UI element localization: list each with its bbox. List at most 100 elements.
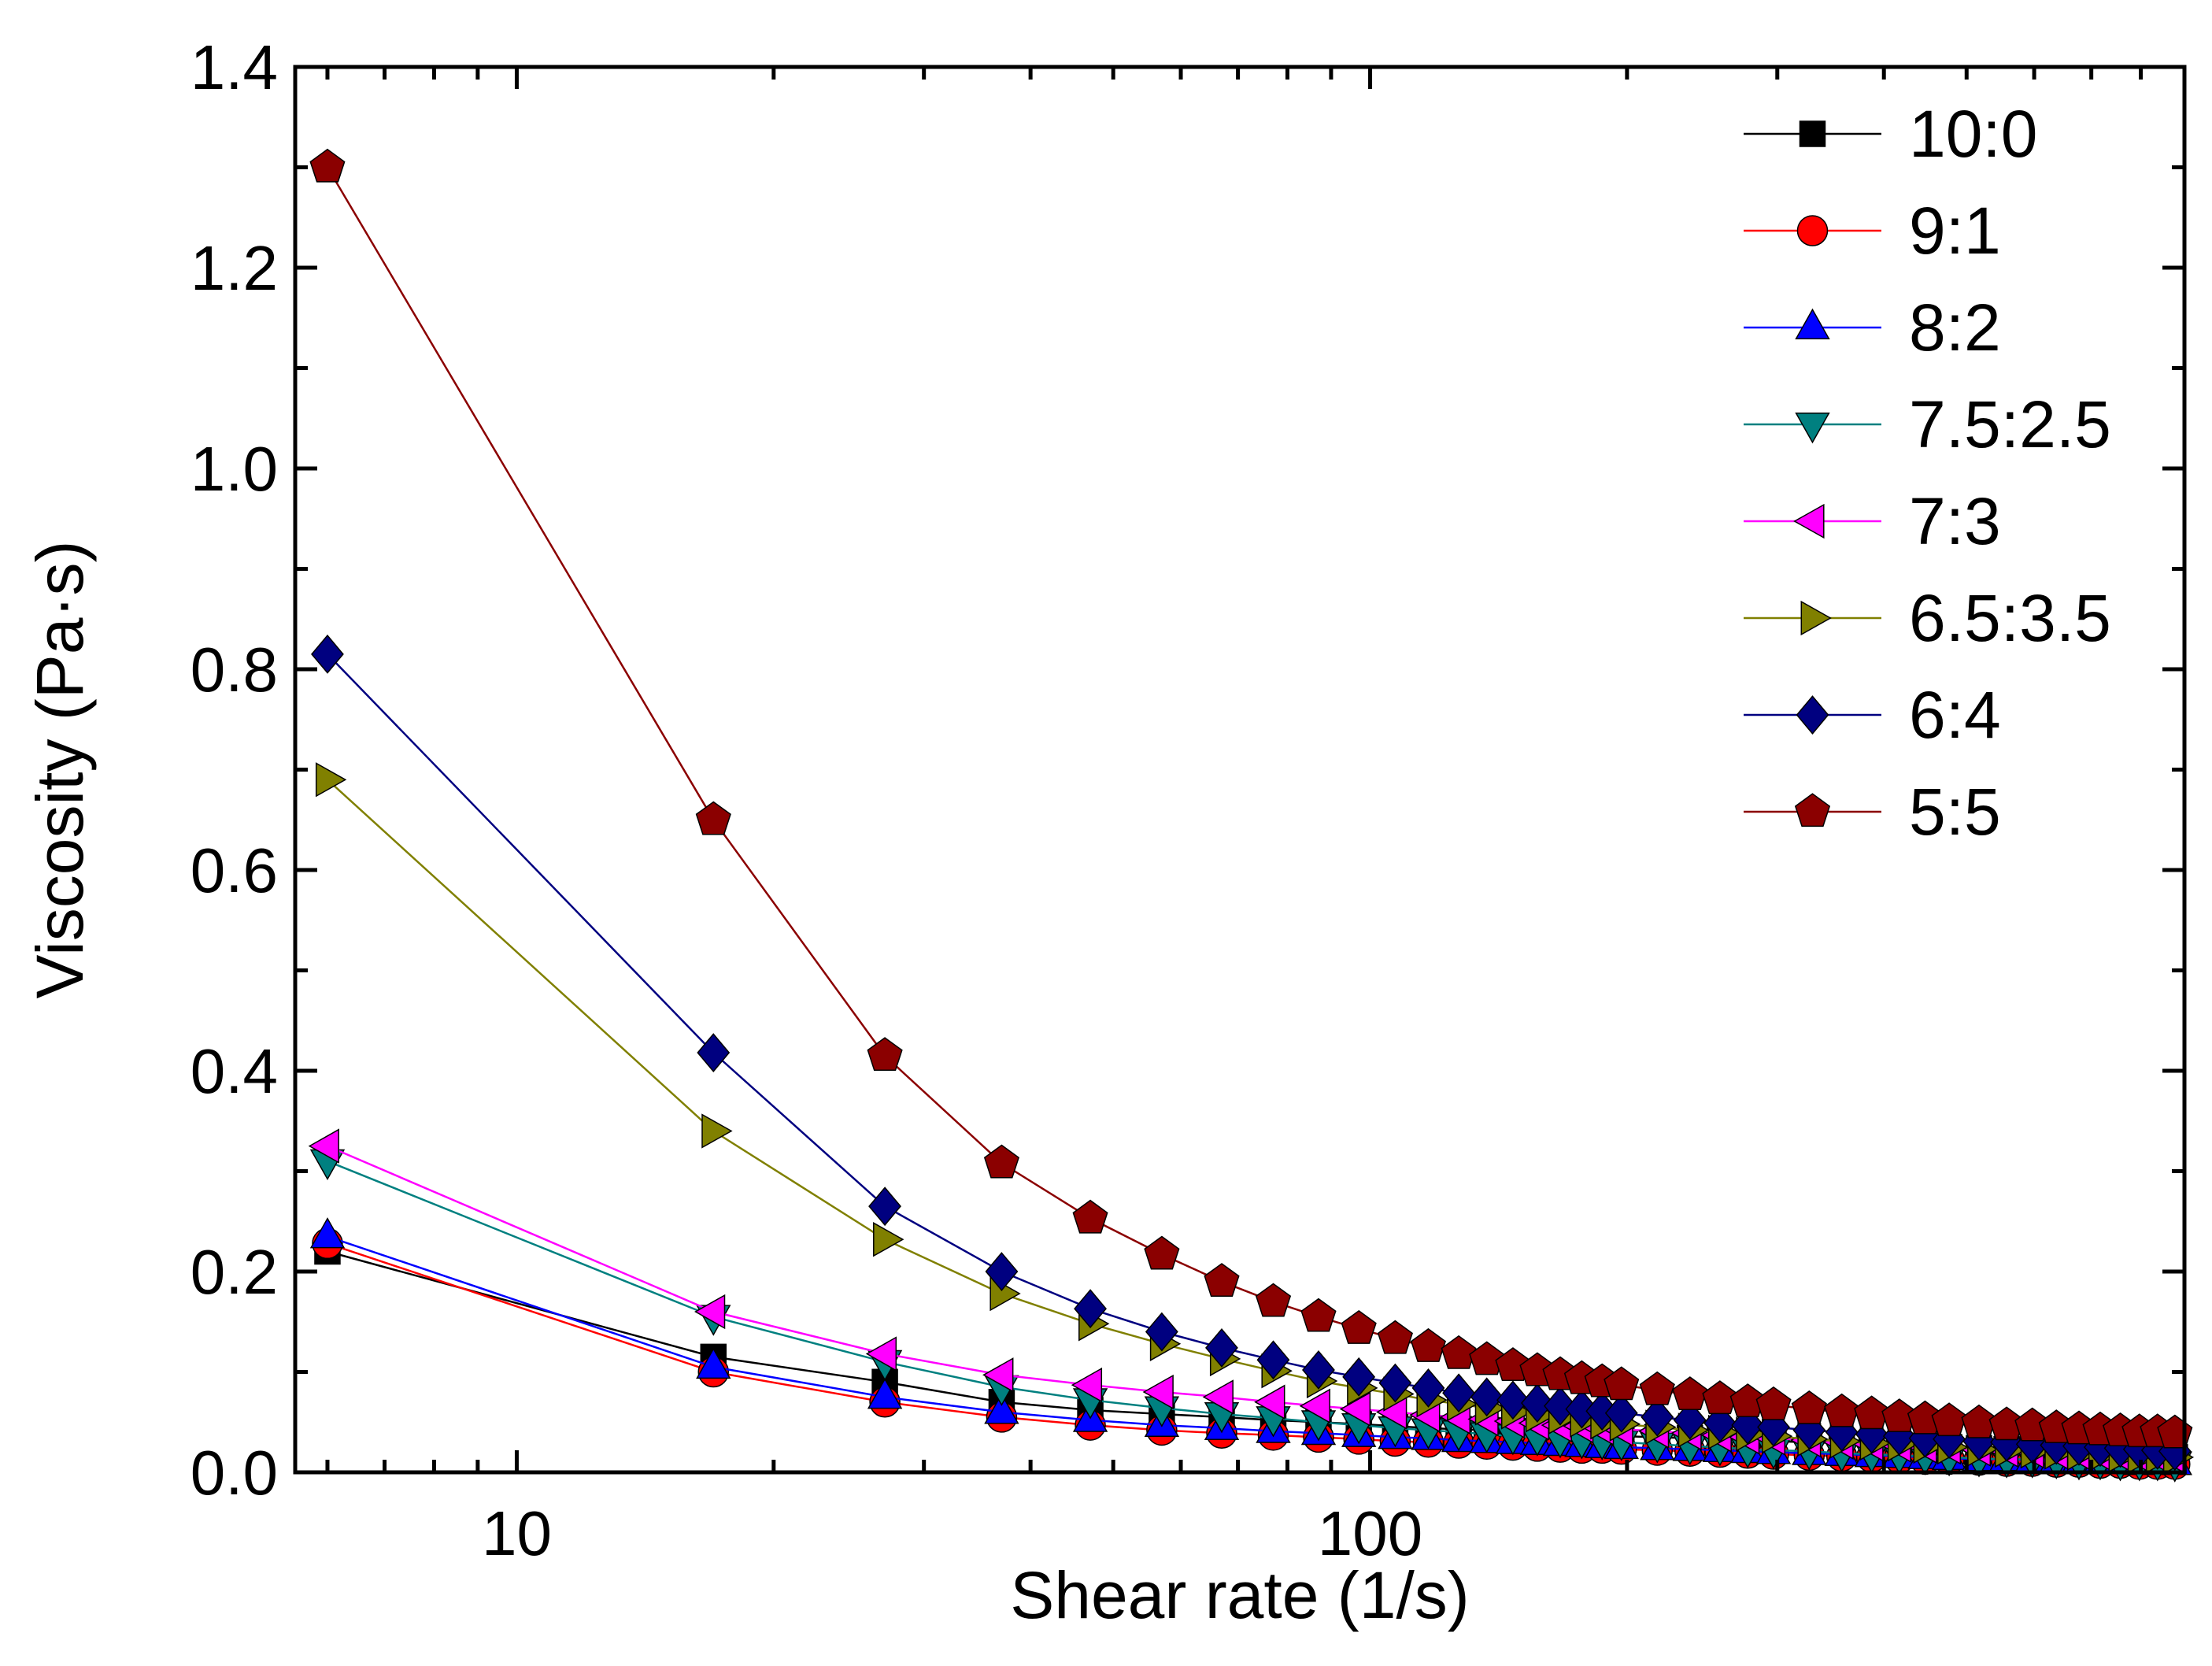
y-tick-label: 1.0 bbox=[190, 434, 278, 504]
data-point bbox=[867, 1378, 903, 1409]
data-point bbox=[1470, 1377, 1504, 1417]
data-point bbox=[1410, 1327, 1446, 1362]
series-6:4 bbox=[311, 634, 2192, 1472]
data-point bbox=[1755, 1386, 1792, 1420]
y-axis-title: Viscosity (Pa·s) bbox=[23, 541, 97, 999]
legend-item: 7:3 bbox=[1744, 484, 2001, 558]
data-point bbox=[1411, 1368, 1445, 1408]
legend-item: 5:5 bbox=[1744, 775, 2001, 849]
data-point bbox=[308, 1128, 339, 1164]
x-tick-label: 10 bbox=[482, 1498, 552, 1568]
legend-item: 10:0 bbox=[1744, 97, 2038, 171]
y-tick-label: 1.4 bbox=[190, 32, 278, 102]
data-point bbox=[1442, 1373, 1475, 1413]
data-point bbox=[309, 148, 346, 183]
data-point bbox=[865, 1336, 897, 1372]
data-point bbox=[983, 1144, 1019, 1179]
legend-label: 6.5:3.5 bbox=[1909, 581, 2111, 655]
legend-item: 6.5:3.5 bbox=[1744, 581, 2111, 655]
data-point bbox=[1145, 1312, 1178, 1352]
y-tick-label: 0.8 bbox=[190, 635, 278, 705]
axes-layer: 0.0 0.2 0.4 0.6 0.8 1.0 1.2 1.4 10 100 bbox=[190, 32, 2187, 1568]
data-point bbox=[1729, 1383, 1766, 1417]
legend-label: 7.5:2.5 bbox=[1909, 387, 2111, 461]
data-point bbox=[1521, 1383, 1554, 1423]
legend-label: 6:4 bbox=[1909, 678, 2001, 752]
data-point bbox=[868, 1187, 901, 1227]
data-point bbox=[1142, 1374, 1174, 1410]
data-point bbox=[1072, 1199, 1108, 1234]
data-point bbox=[1854, 1395, 1890, 1430]
y-tick-label: 0.6 bbox=[190, 835, 278, 905]
data-point bbox=[985, 1252, 1019, 1291]
data-point bbox=[1639, 1371, 1675, 1405]
legend-label: 9:1 bbox=[1909, 194, 2001, 268]
data-point bbox=[1074, 1289, 1107, 1329]
x-axis-title: Shear rate (1/s) bbox=[1010, 1558, 1470, 1632]
legend-label: 10:0 bbox=[1909, 97, 2038, 171]
data-point bbox=[311, 634, 344, 674]
y-tick-label: 0.2 bbox=[190, 1237, 278, 1307]
series-layer bbox=[308, 148, 2195, 1483]
series-5:5 bbox=[309, 148, 2193, 1449]
data-point bbox=[1824, 1393, 1860, 1427]
data-point bbox=[1071, 1367, 1103, 1403]
data-point bbox=[1144, 1235, 1180, 1270]
data-point bbox=[1931, 1402, 1967, 1437]
legend-label: 7:3 bbox=[1909, 484, 2001, 558]
data-point bbox=[694, 1294, 726, 1330]
y-tick-label: 0.0 bbox=[190, 1438, 278, 1508]
data-point bbox=[1299, 1388, 1330, 1424]
series-line bbox=[326, 166, 2175, 1435]
data-point bbox=[696, 1347, 731, 1379]
data-point bbox=[1342, 1357, 1376, 1397]
legend-marker bbox=[1796, 215, 1829, 246]
legend-item: 8:2 bbox=[1744, 291, 2001, 365]
data-point bbox=[1673, 1400, 1707, 1440]
data-point bbox=[1341, 1309, 1377, 1344]
data-point bbox=[1377, 1320, 1413, 1354]
data-point bbox=[1544, 1386, 1577, 1426]
data-point bbox=[1339, 1391, 1371, 1427]
data-point bbox=[309, 1217, 346, 1249]
data-point bbox=[1255, 1283, 1292, 1317]
data-point bbox=[1641, 1397, 1674, 1437]
legend-label: 5:5 bbox=[1909, 775, 2001, 849]
series-line bbox=[327, 653, 2175, 1453]
data-point bbox=[1672, 1376, 1708, 1411]
legend: 10:0 9:1 8:2 7.5:2.5 7:3 6.5:3.5 6:4 5:5 bbox=[1744, 97, 2111, 849]
legend-marker bbox=[1794, 793, 1831, 827]
data-point bbox=[984, 1393, 1019, 1424]
legend-item: 7.5:2.5 bbox=[1744, 387, 2111, 461]
x-tick-label: 100 bbox=[1318, 1498, 1422, 1568]
legend-marker bbox=[1800, 600, 1832, 636]
data-point bbox=[1204, 1263, 1240, 1297]
data-point bbox=[1302, 1350, 1335, 1390]
legend-label: 8:2 bbox=[1909, 291, 2001, 365]
data-point bbox=[982, 1357, 1014, 1393]
series-6.5:3.5 bbox=[315, 762, 2195, 1475]
legend-marker bbox=[1795, 308, 1830, 340]
data-point bbox=[867, 1037, 903, 1072]
legend-item: 6:4 bbox=[1744, 678, 2001, 752]
data-point bbox=[1604, 1366, 1640, 1401]
data-point bbox=[1961, 1404, 1997, 1438]
data-point bbox=[1565, 1389, 1599, 1429]
data-point bbox=[1469, 1341, 1505, 1375]
data-point bbox=[1378, 1363, 1412, 1403]
y-tick-label: 1.2 bbox=[190, 233, 278, 303]
data-point bbox=[1300, 1298, 1337, 1332]
data-point bbox=[695, 801, 731, 835]
data-point bbox=[1702, 1380, 1738, 1415]
data-point bbox=[1254, 1384, 1285, 1420]
legend-marker bbox=[1796, 695, 1829, 735]
data-point bbox=[1495, 1347, 1531, 1382]
data-point bbox=[873, 1222, 904, 1257]
data-point bbox=[1256, 1340, 1290, 1380]
data-point bbox=[701, 1113, 733, 1149]
data-point bbox=[1441, 1335, 1477, 1369]
data-point bbox=[1496, 1380, 1530, 1420]
data-point bbox=[1604, 1393, 1638, 1433]
